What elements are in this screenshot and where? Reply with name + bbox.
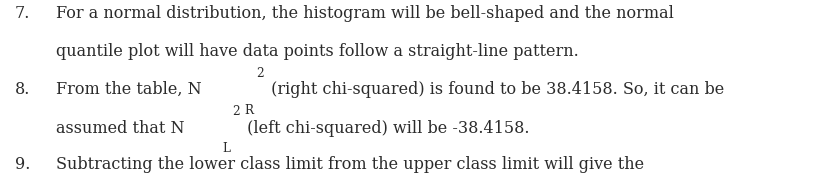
Text: 7.: 7. — [15, 5, 31, 22]
Text: (right chi-squared) is found to be 38.4158. So, it can be: (right chi-squared) is found to be 38.41… — [265, 81, 723, 98]
Text: For a normal distribution, the histogram will be bell-shaped and the normal: For a normal distribution, the histogram… — [56, 5, 673, 22]
Text: 2: 2 — [256, 67, 263, 80]
Text: (left chi-squared) will be -38.4158.: (left chi-squared) will be -38.4158. — [241, 120, 529, 137]
Text: quantile plot will have data points follow a straight-line pattern.: quantile plot will have data points foll… — [56, 43, 578, 60]
Text: assumed that Ν: assumed that Ν — [56, 120, 184, 137]
Text: 8.: 8. — [15, 81, 31, 98]
Text: Subtracting the lower class limit from the upper class limit will give the: Subtracting the lower class limit from t… — [56, 156, 643, 173]
Text: 2: 2 — [232, 105, 240, 118]
Text: 9.: 9. — [15, 156, 31, 173]
Text: From the table, Ν: From the table, Ν — [56, 81, 202, 98]
Text: R: R — [244, 103, 253, 117]
Text: L: L — [222, 142, 230, 155]
